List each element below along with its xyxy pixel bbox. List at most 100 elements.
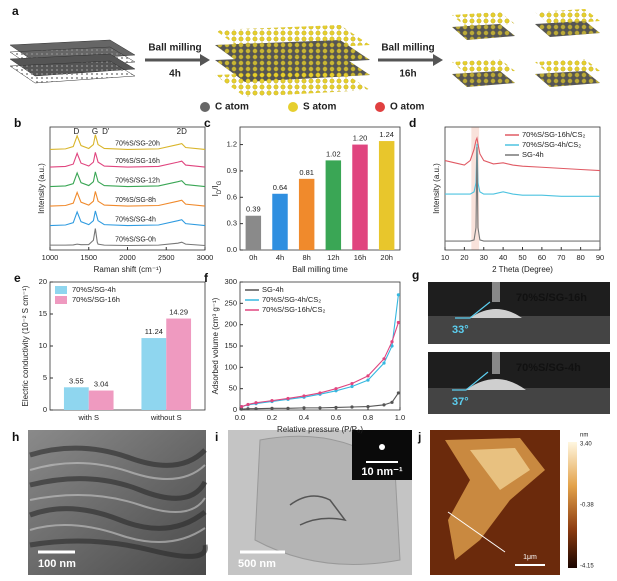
value-label: 0.64 [273, 183, 288, 192]
panel-label: g [412, 268, 419, 282]
x-tick-label: 0.8 [363, 413, 373, 422]
series-line [445, 147, 600, 242]
y-tick-label: 15 [39, 309, 47, 318]
panel-label: c [204, 116, 211, 130]
y-tick-label: 100 [224, 362, 237, 371]
needle [492, 282, 500, 302]
panel-label: i [215, 430, 218, 444]
y-tick-label: 20 [39, 277, 47, 286]
peak-label: D [73, 127, 79, 136]
legend-label: C atom [215, 102, 249, 113]
peak-label: D' [102, 127, 110, 136]
bar [298, 178, 315, 250]
y-tick-label: 150 [224, 341, 237, 350]
x-tick-label: 1.0 [395, 413, 405, 422]
arrow-head [200, 54, 210, 66]
data-point [240, 407, 244, 411]
sulfur-sheet-stack [215, 25, 370, 97]
y-tick-label: 50 [229, 384, 237, 393]
legend-label: SG-4h [522, 150, 544, 159]
data-point [286, 396, 290, 401]
bar [88, 390, 114, 410]
legend-swatch [55, 286, 67, 294]
series-label: 70%S/SG-16h [115, 158, 160, 165]
data-point [382, 361, 386, 365]
panel-label: d [409, 116, 416, 130]
series-label: 70%S/SG-20h [115, 140, 160, 147]
panel-label: e [14, 271, 21, 285]
y-tick-label: 0.3 [227, 219, 237, 228]
contact-angle: 37° [452, 396, 469, 408]
data-point [382, 357, 386, 361]
y-axis-label-part: /I [211, 185, 220, 189]
y-axis-label-part: I [211, 194, 220, 196]
legend-label: SG-4h [262, 285, 284, 294]
y-tick-label: 1.2 [227, 140, 237, 149]
droplet [470, 309, 522, 318]
y-axis-label: Intensity (a.u.) [432, 163, 441, 214]
value-label: 0.39 [246, 205, 261, 214]
y-tick-label: 5 [43, 373, 47, 382]
value-label: 14.29 [169, 308, 188, 317]
x-tick-label: 30 [480, 253, 488, 262]
peak-label: 2D [177, 127, 187, 136]
value-label: 1.20 [353, 134, 368, 143]
chart: d 10 20 30 40 50 60 70 80 90 2 Theta (Degree) Inten… [409, 116, 604, 274]
bar [245, 215, 262, 250]
x-tick-label: 4h [276, 253, 284, 262]
data-point [382, 403, 386, 407]
arrow-head [433, 54, 443, 66]
y-tick-label: 0 [43, 405, 47, 414]
legend-swatch [55, 296, 67, 304]
x-tick-label: 8h [302, 253, 310, 262]
panel-h: h 100 nm [12, 430, 208, 575]
x-tick-label: 12h [327, 253, 340, 262]
legend-label: 70%S/SG-4h/CS₂ [522, 140, 581, 149]
y-axis-label: ID/IG [211, 180, 222, 196]
plot-frame [239, 126, 401, 251]
data-point [334, 405, 338, 410]
data-point [390, 344, 394, 348]
time-label: 16h [399, 69, 416, 80]
chart: e 0 5 10 15 20 Electric conductivity (10⁻² S c… [14, 271, 206, 422]
x-tick-label: 3000 [197, 253, 214, 262]
inset-scale-label: 10 nm⁻¹ [361, 466, 403, 478]
series-line [50, 228, 206, 247]
data-point [318, 391, 322, 395]
data-point [350, 384, 354, 389]
bar [378, 141, 395, 250]
data-point [240, 404, 244, 409]
series-line [49, 190, 206, 207]
x-tick-label: without S [150, 413, 182, 422]
data-point [396, 320, 400, 325]
step-label: Ball milling [148, 43, 201, 54]
y-axis-label: Intensity (a.u.) [37, 163, 46, 214]
y-tick-label: 0 [233, 405, 237, 414]
panel-label: a [12, 4, 19, 18]
panel-label: f [204, 271, 209, 285]
x-tick-label: 90 [596, 253, 604, 262]
chart: b 1000 1500 2000 2500 3000 Raman shift (cm⁻¹) I… [14, 116, 213, 274]
y-axis-label-part: G [217, 180, 223, 185]
colorbar-unit: nm [580, 433, 588, 439]
x-tick-label: 20 [460, 253, 468, 262]
panel-a: a Ball milling 4h Ball milling 16h [9, 4, 600, 113]
x-tick-label: 2500 [158, 253, 175, 262]
data-point [350, 405, 354, 409]
series-line [49, 210, 206, 227]
bar [272, 193, 288, 250]
series-line [49, 134, 206, 151]
legend-label: S atom [303, 102, 336, 113]
colorbar-label: -0.38 [580, 503, 594, 509]
legend-marker [375, 102, 385, 112]
x-tick-label: 0.6 [331, 413, 341, 422]
value-label: 3.04 [94, 380, 109, 389]
legend-label: 70%S/SG-16h [72, 295, 120, 304]
panel-g: g 70%S/SG-16h 33° 70%S/SG-4h 37° [412, 268, 610, 414]
y-axis-label: Electric conductivity (10⁻² S cm⁻¹) [21, 285, 30, 406]
panel-i: i 10 nm⁻¹ 500 nm [215, 430, 412, 575]
y-tick-label: 10 [39, 341, 47, 350]
x-tick-label: 2000 [119, 253, 136, 262]
x-tick-label: 20h [380, 253, 393, 262]
